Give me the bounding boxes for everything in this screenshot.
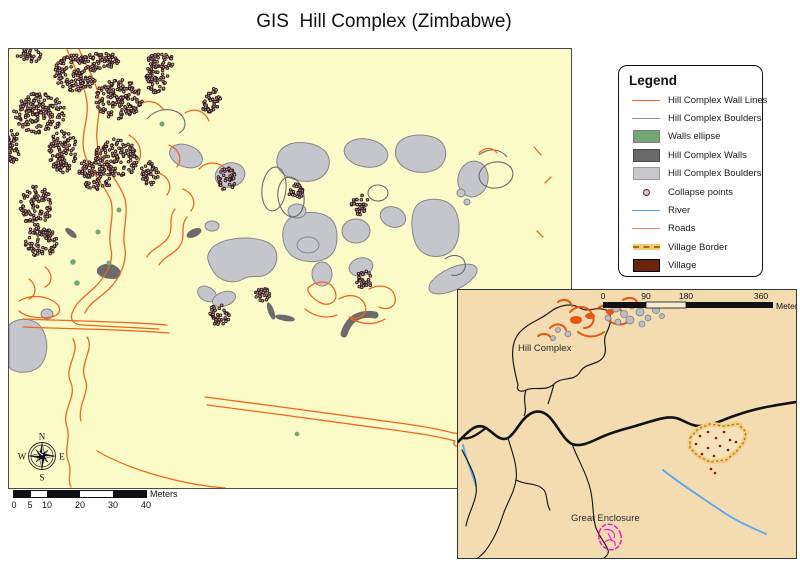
main-map-canvas: N S E W: [9, 49, 552, 488]
inset-map-canvas: Hill Complex Great Enclosure 0 90 180 36…: [456, 291, 800, 559]
scale-tick: 10: [41, 500, 53, 510]
scale-tick: 5: [27, 500, 33, 510]
roads-symbol: [632, 228, 660, 230]
main-map-frame: N S E W: [8, 48, 572, 489]
legend-panel: Legend Hill Complex Wall Lines Hill Comp…: [618, 65, 767, 277]
scale-tick: 40: [140, 500, 152, 510]
village-border-symbol: [632, 244, 660, 251]
compass-rose-icon: N S E W: [18, 432, 66, 483]
legend-item: Hill Complex Wall Lines: [619, 91, 767, 109]
legend-item: Hill Complex Boulders: [619, 109, 762, 127]
collapse-point-clusters: [9, 49, 373, 326]
main-scale-bar: 0 5 10 20 30 40 Meters: [10, 486, 230, 514]
river-symbol: [632, 210, 660, 212]
boulder-polygons: [9, 134, 489, 373]
boulder-lines-symbol: [632, 118, 660, 120]
hill-complex-outline: [512, 304, 612, 417]
river-lines: [462, 444, 767, 535]
walls-symbol: [632, 148, 660, 162]
walls-ellipse-symbol: [632, 130, 660, 144]
dark-wall-shapes: [65, 227, 295, 322]
compass-w-label: W: [18, 452, 27, 462]
village-border-polygon: [687, 421, 749, 465]
compass-s-label: S: [39, 473, 44, 483]
boulder-outlines: [146, 109, 514, 276]
hill-complex-label: Hill Complex: [518, 343, 572, 354]
great-enclosure-shape: [597, 523, 623, 551]
scale-tick: 20: [74, 500, 86, 510]
scale-unit-label: Meters: [150, 489, 178, 499]
legend-item: Roads: [619, 220, 762, 238]
compass-n-label: N: [39, 432, 46, 442]
legend-item: Hill Complex Walls: [619, 146, 762, 164]
village-symbol: [632, 259, 660, 273]
svg-text:90: 90: [641, 291, 651, 301]
scale-tick: 30: [107, 500, 119, 510]
inset-boulders: [550, 302, 665, 341]
scale-bar-graphic: [13, 490, 147, 498]
dark-wall-arc: [340, 310, 379, 338]
legend-item: Village: [619, 257, 762, 275]
compass-e-label: E: [59, 452, 65, 462]
great-enclosure-label: Great Enclosure: [571, 513, 640, 524]
legend-item: Hill Complex Boulders: [619, 165, 762, 183]
svg-text:0: 0: [601, 291, 606, 301]
scale-tick: 0: [11, 500, 17, 510]
inset-overview-map: Hill Complex Great Enclosure 0 90 180 36…: [456, 289, 800, 559]
inset-wall-blobs: [570, 309, 614, 324]
collapse-point-symbol: [642, 188, 650, 196]
inset-scale-bar: 0 90 180 360 Meters: [601, 291, 800, 311]
road-lines: [456, 400, 798, 559]
legend-item: Village Border: [619, 238, 762, 256]
legend-item: Collapse points: [619, 183, 762, 201]
inset-scale-unit: Meters: [776, 301, 796, 311]
legend-title: Legend: [629, 73, 678, 88]
legend-item: Walls ellipse: [619, 128, 762, 146]
page-title: GIS Hill Complex (Zimbabwe): [256, 11, 512, 32]
walls-ellipse-points: [70, 121, 300, 437]
legend-item: River: [619, 201, 762, 219]
boulders-symbol: [632, 167, 660, 181]
svg-text:180: 180: [679, 291, 693, 301]
village-structures: [694, 430, 738, 475]
wall-lines-symbol: [632, 99, 660, 101]
svg-text:360: 360: [754, 291, 768, 301]
